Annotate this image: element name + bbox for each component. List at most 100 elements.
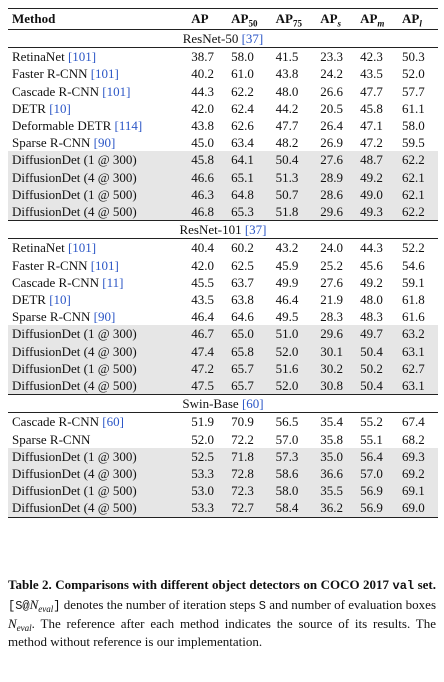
header-subscript: s bbox=[337, 18, 342, 29]
metric-cell: 42.0 bbox=[191, 257, 215, 273]
method-name: Faster R-CNN bbox=[12, 66, 88, 82]
method-cell: Cascade R-CNN [101] bbox=[8, 83, 187, 100]
table-row: DiffusionDet (4 @ 500) 46.8 65.3 51.8 29.6 49… bbox=[8, 203, 438, 221]
metric-cell: 36.6 bbox=[316, 465, 357, 483]
metric-cell: 42.3 bbox=[360, 49, 383, 65]
metric-cell: 61.1 bbox=[402, 100, 425, 116]
metric-cell: 46.8 bbox=[187, 203, 228, 221]
method-cell: DiffusionDet (4 @ 300) bbox=[8, 342, 188, 360]
header-subscript: 75 bbox=[293, 18, 303, 29]
column-header: APm bbox=[356, 8, 399, 30]
metric-cell: 27.6 bbox=[316, 151, 357, 169]
metric-cell: 43.2 bbox=[275, 240, 299, 256]
method-cell: Faster R-CNN [101] bbox=[8, 65, 187, 82]
metric-cell: 24.2 bbox=[320, 66, 343, 82]
metric-cell: 46.3 bbox=[187, 185, 228, 204]
metric-cell: 45.0 bbox=[191, 135, 215, 151]
metric-cell: 21.9 bbox=[320, 292, 343, 308]
caption-title: set. bbox=[414, 577, 436, 592]
table-row: DiffusionDet (1 @ 500) 46.3 64.8 50.7 28.6 49… bbox=[8, 185, 438, 204]
method-name: DiffusionDet (4 @ 300) bbox=[12, 169, 137, 185]
caption-text: and number of evaluation boxes bbox=[265, 596, 436, 612]
column-header: AP50 bbox=[227, 8, 272, 30]
metric-cell: 46.7 bbox=[187, 325, 228, 343]
table-row: Faster R-CNN [101] 42.0 62.5 45.9 25.2 45.6 54… bbox=[8, 257, 438, 274]
caption-text: N bbox=[8, 616, 17, 631]
column-header: APs bbox=[316, 8, 357, 30]
method-cell: DiffusionDet (4 @ 300) bbox=[8, 465, 188, 483]
method-cell: DiffusionDet (4 @ 500) bbox=[8, 203, 188, 221]
metric-cell: 35.4 bbox=[320, 414, 343, 430]
metric-cell: 62.5 bbox=[231, 257, 254, 273]
method-cell: Sparse R-CNN [90] bbox=[8, 308, 187, 325]
table-row: DiffusionDet (1 @ 300) 52.5 71.8 57.3 35.0 56… bbox=[8, 447, 438, 466]
table-row: DiffusionDet (4 @ 300) 46.6 65.1 51.3 28.9 49… bbox=[8, 168, 438, 186]
header-text: AP bbox=[360, 11, 378, 26]
metric-cell: 64.1 bbox=[227, 151, 272, 169]
metric-cell: 50.4 bbox=[356, 377, 399, 395]
metric-cell: 43.5 bbox=[360, 66, 383, 82]
section-title: Swin-Base [60] bbox=[8, 394, 438, 414]
metric-cell: 25.2 bbox=[320, 257, 343, 273]
metric-cell: 65.0 bbox=[227, 325, 272, 343]
section-row: ResNet-50 [37] bbox=[8, 28, 438, 49]
caption-text: eval bbox=[38, 603, 54, 614]
metric-cell: 53.0 bbox=[187, 482, 228, 500]
metric-cell: 57.0 bbox=[275, 431, 299, 447]
method-ref: [101] bbox=[90, 66, 119, 82]
method-ref: [101] bbox=[90, 257, 119, 273]
method-name: Sparse R-CNN bbox=[12, 135, 91, 151]
metric-cell: 29.6 bbox=[316, 325, 357, 343]
metric-cell: 58.0 bbox=[271, 482, 317, 500]
results-table: Method AP AP50 AP75 APs APm APl ResNet-50 [37] R… bbox=[8, 8, 438, 518]
metric-cell: 49.3 bbox=[356, 203, 399, 221]
method-cell: Faster R-CNN [101] bbox=[8, 257, 187, 274]
metric-cell: 35.8 bbox=[320, 431, 343, 447]
metric-cell: 48.7 bbox=[356, 151, 399, 169]
metric-cell: 57.3 bbox=[271, 447, 317, 466]
caption-text: [S@ bbox=[8, 598, 30, 613]
metric-cell: 47.7 bbox=[360, 83, 383, 99]
method-ref: [114] bbox=[114, 118, 143, 134]
metric-cell: 63.7 bbox=[231, 274, 254, 290]
metric-cell: 47.1 bbox=[360, 118, 383, 134]
metric-cell: 72.8 bbox=[227, 465, 272, 483]
metric-cell: 50.4 bbox=[271, 151, 317, 169]
metric-cell: 41.5 bbox=[275, 49, 299, 65]
section-ref: [37] bbox=[244, 222, 267, 238]
metric-cell: 71.8 bbox=[227, 447, 272, 466]
table-row: RetinaNet [101] 40.4 60.2 43.2 24.0 44.3 52.2 bbox=[8, 239, 438, 257]
method-cell: DiffusionDet (1 @ 300) bbox=[8, 151, 188, 169]
method-name: DiffusionDet (4 @ 500) bbox=[12, 500, 137, 516]
column-header: Method bbox=[8, 8, 188, 30]
method-ref: [10] bbox=[49, 292, 71, 308]
method-ref: [10] bbox=[49, 100, 71, 116]
table-row: DETR [10] 42.0 62.4 44.2 20.5 45.8 61.1 bbox=[8, 100, 438, 117]
method-name: Deformable DETR bbox=[12, 118, 112, 134]
metric-cell: 44.3 bbox=[191, 83, 215, 99]
metric-cell: 40.4 bbox=[191, 240, 215, 256]
method-cell: DiffusionDet (4 @ 500) bbox=[8, 377, 188, 395]
metric-cell: 68.2 bbox=[402, 431, 425, 447]
metric-cell: 55.1 bbox=[360, 431, 383, 447]
metric-cell: 63.8 bbox=[231, 292, 254, 308]
metric-cell: 69.1 bbox=[398, 482, 438, 500]
method-cell: DiffusionDet (1 @ 500) bbox=[8, 359, 188, 378]
method-cell: DiffusionDet (1 @ 500) bbox=[8, 482, 188, 500]
metric-cell: 52.2 bbox=[402, 240, 425, 256]
metric-cell: 45.6 bbox=[360, 257, 383, 273]
metric-cell: 42.0 bbox=[191, 100, 215, 116]
metric-cell: 53.3 bbox=[187, 465, 228, 483]
caption-text: . The reference after each method indica… bbox=[8, 616, 436, 649]
method-cell: RetinaNet [101] bbox=[8, 239, 187, 257]
table-row: DiffusionDet (4 @ 500) 53.3 72.7 58.4 36.2 56… bbox=[8, 499, 438, 518]
metric-cell: 62.2 bbox=[231, 83, 254, 99]
method-cell: Sparse R-CNN [90] bbox=[8, 134, 187, 151]
method-ref: [90] bbox=[93, 309, 116, 325]
metric-cell: 58.0 bbox=[402, 118, 425, 134]
metric-cell: 28.6 bbox=[316, 185, 357, 204]
caption-text: N bbox=[29, 596, 39, 612]
metric-cell: 67.4 bbox=[402, 414, 425, 430]
metric-cell: 63.1 bbox=[398, 342, 438, 360]
method-name: Cascade R-CNN bbox=[12, 83, 100, 99]
